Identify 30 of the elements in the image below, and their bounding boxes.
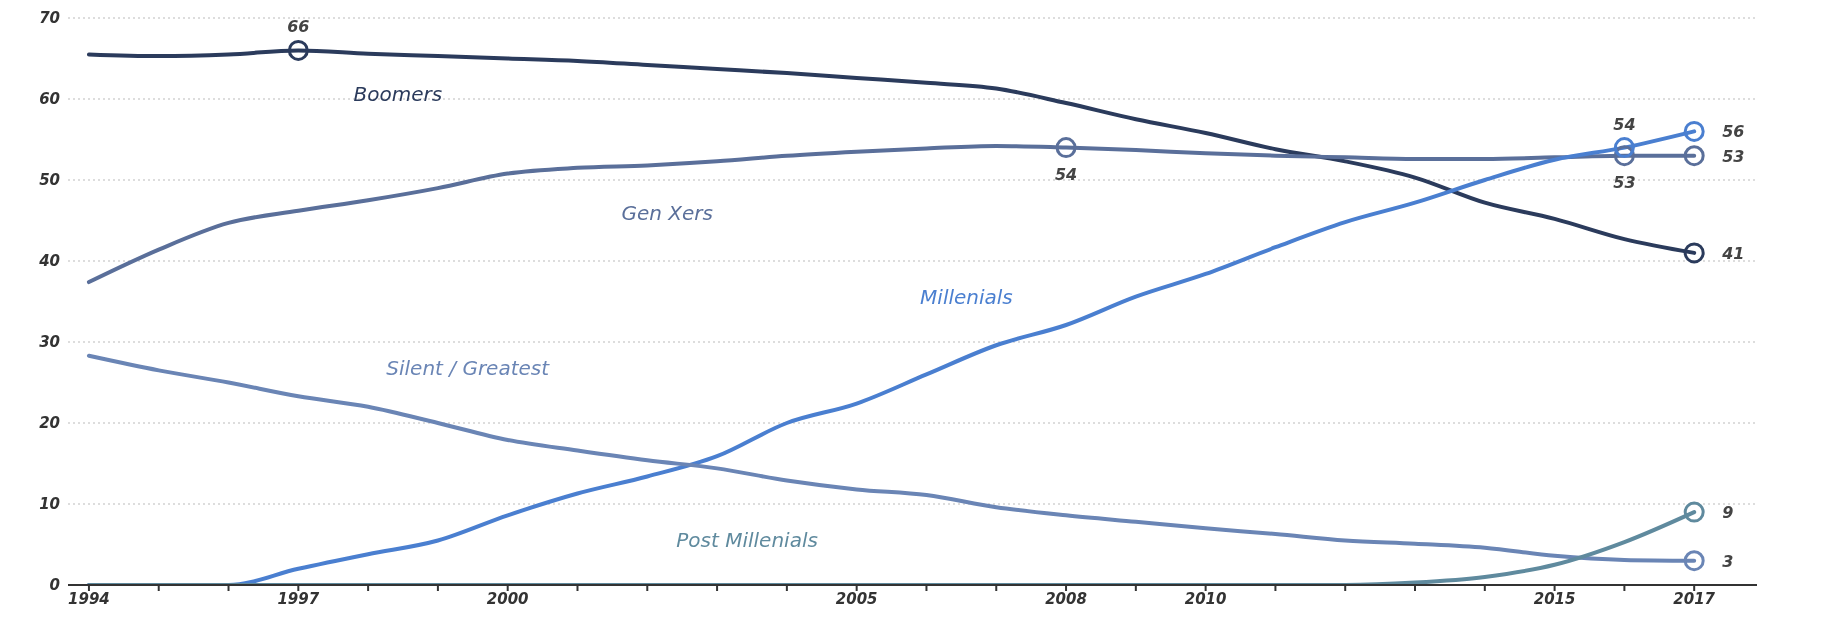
data-label: 66 xyxy=(287,17,310,37)
series-label: Boomers xyxy=(353,82,443,107)
y-tick-label: 20 xyxy=(39,414,60,433)
x-tick-label: 1994 xyxy=(68,589,110,608)
y-tick-label: 60 xyxy=(39,90,60,109)
y-tick-label: 10 xyxy=(39,495,60,514)
data-label: 3 xyxy=(1722,551,1734,571)
data-label: 54 xyxy=(1613,114,1636,134)
data-label: 53 xyxy=(1722,146,1745,166)
data-label: 54 xyxy=(1054,164,1078,184)
y-tick-label: 50 xyxy=(39,171,60,190)
series-label: Millenials xyxy=(920,285,1013,310)
data-label: 9 xyxy=(1722,503,1734,523)
y-tick-label: 70 xyxy=(39,9,60,28)
series-label: Silent / Greatest xyxy=(386,356,551,381)
x-tick-label: 2015 xyxy=(1533,589,1576,608)
x-tick-label: 2005 xyxy=(835,589,878,608)
series-label: Post Millenials xyxy=(676,528,818,552)
y-tick-label: 40 xyxy=(38,252,60,271)
series-label: Gen Xers xyxy=(621,201,714,226)
data-label: 41 xyxy=(1721,243,1745,263)
y-tick-label: 30 xyxy=(39,333,60,352)
x-tick-label: 2008 xyxy=(1045,589,1087,608)
x-tick-label: 1997 xyxy=(277,589,320,608)
x-tick-label: 2000 xyxy=(486,589,529,608)
data-label: 53 xyxy=(1613,172,1636,192)
y-tick-label: 0 xyxy=(49,576,60,595)
x-tick-label: 2010 xyxy=(1184,589,1227,608)
data-label: 56 xyxy=(1722,122,1745,142)
x-tick-label: 2017 xyxy=(1673,589,1716,608)
